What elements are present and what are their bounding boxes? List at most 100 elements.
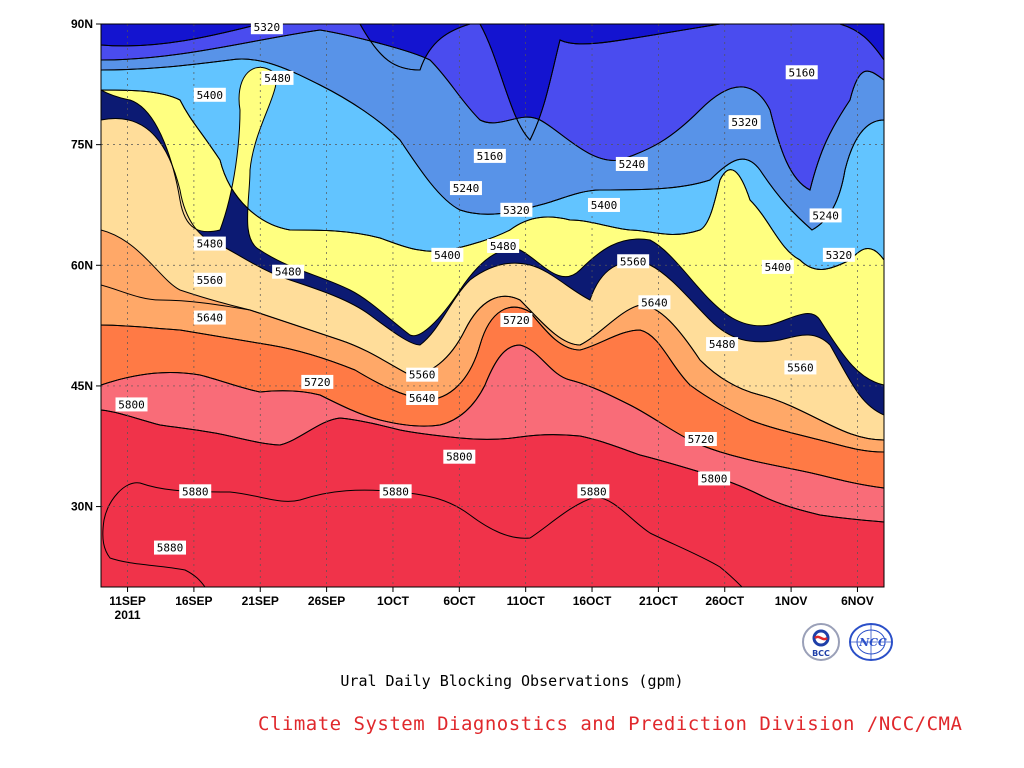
band-5720 bbox=[101, 307, 884, 488]
contour-label-text: 5240 bbox=[453, 182, 480, 195]
contour-label-bg bbox=[431, 247, 464, 262]
contour-label: 5640 bbox=[638, 295, 671, 310]
contour-label-text: 5640 bbox=[641, 296, 668, 309]
contour-label-text: 5880 bbox=[157, 542, 184, 555]
contour-label-bg bbox=[193, 236, 226, 251]
plot-frame bbox=[100, 23, 885, 588]
contour-label: 5480 bbox=[193, 236, 226, 251]
contour-label: 5320 bbox=[500, 202, 533, 217]
contour-label: 5320 bbox=[822, 247, 855, 262]
contour-label-text: 5240 bbox=[619, 158, 646, 171]
contour-label-text: 5480 bbox=[709, 338, 736, 351]
contour-label-bg bbox=[193, 272, 226, 287]
contour-label-bg bbox=[115, 397, 148, 412]
bcc-logo-text: BCC bbox=[812, 649, 830, 658]
contour-label: 5320 bbox=[250, 20, 283, 35]
contour-label-text: 5240 bbox=[812, 209, 839, 222]
contour-label-bg bbox=[638, 295, 671, 310]
contour-label-bg bbox=[761, 259, 794, 274]
contour-label: 5640 bbox=[406, 390, 439, 405]
contour-label-bg bbox=[728, 115, 761, 130]
x-tick-label: 21SEP bbox=[242, 594, 279, 608]
band-5240 bbox=[101, 24, 884, 190]
contour-label-text: 5320 bbox=[503, 204, 530, 217]
contour-label-bg bbox=[443, 449, 476, 464]
contour-label: 5480 bbox=[272, 264, 305, 279]
contour-label: 5480 bbox=[706, 337, 739, 352]
contour-label: 5720 bbox=[301, 374, 334, 389]
contour-label-text: 5480 bbox=[197, 238, 224, 251]
contour-label-text: 5320 bbox=[826, 249, 853, 262]
chart-caption: Ural Daily Blocking Observations (gpm) bbox=[340, 672, 684, 690]
x-tick-label: 11SEP bbox=[109, 594, 146, 608]
contour-label-text: 5320 bbox=[254, 21, 281, 34]
contour-label: 5880 bbox=[577, 484, 610, 499]
contour-label-text: 5400 bbox=[434, 249, 461, 262]
contour-label-bg bbox=[500, 312, 533, 327]
contour-label: 5240 bbox=[449, 181, 482, 196]
contour-label-text: 5640 bbox=[197, 312, 224, 325]
contour-label: 5320 bbox=[728, 115, 761, 130]
band-5320 bbox=[101, 30, 884, 230]
y-tick-label: 90N bbox=[71, 17, 93, 31]
ncc-logo-text: NCC bbox=[858, 636, 887, 649]
contour-label-bg bbox=[500, 202, 533, 217]
contour-label-bg bbox=[785, 65, 818, 80]
contour-label-text: 5880 bbox=[580, 485, 607, 498]
x-tick-label: 16OCT bbox=[573, 594, 612, 608]
contour-label-text: 5560 bbox=[409, 369, 436, 382]
contour-label: 5240 bbox=[615, 156, 648, 171]
y-axis-ticks: 30N 45N 60N 75N 90N bbox=[71, 17, 101, 514]
contour-label-bg bbox=[193, 310, 226, 325]
contour-label-text: 5480 bbox=[264, 72, 291, 85]
bcc-logo: BCC bbox=[802, 623, 840, 661]
contour-label-text: 5160 bbox=[477, 150, 504, 163]
x-axis-ticks: 11SEP 16SEP 21SEP 26SEP 1OCT 6OCT 11OCT 16OCT 21… bbox=[109, 587, 874, 622]
contour-label: 5880 bbox=[154, 540, 187, 555]
contour-label-bg bbox=[154, 540, 187, 555]
band-5160 bbox=[101, 24, 884, 140]
contour-label-bg bbox=[473, 148, 506, 163]
contour-label-bg bbox=[449, 181, 482, 196]
x-tick-label: 21OCT bbox=[639, 594, 678, 608]
contour-label-bg bbox=[587, 197, 620, 212]
contour-label-text: 5320 bbox=[731, 116, 758, 129]
x-tick-label: 26SEP bbox=[308, 594, 345, 608]
contour-label: 5720 bbox=[500, 312, 533, 327]
contour-label-bg bbox=[706, 337, 739, 352]
contour-label-text: 5800 bbox=[118, 398, 145, 411]
contour-label-text: 5480 bbox=[490, 240, 517, 253]
contour-label-bg bbox=[193, 87, 226, 102]
contour-label-text: 5720 bbox=[304, 376, 331, 389]
contour-label-text: 5560 bbox=[620, 255, 647, 268]
contour-label-text: 5720 bbox=[503, 314, 530, 327]
ncc-logo: NCC bbox=[849, 623, 893, 661]
contour-label-bg bbox=[406, 367, 439, 382]
x-tick-label: 1OCT bbox=[377, 594, 410, 608]
contour-label: 5480 bbox=[261, 70, 294, 85]
contour-label-bg bbox=[615, 156, 648, 171]
x-tick-label: 16SEP bbox=[175, 594, 212, 608]
contour-label-bg bbox=[301, 374, 334, 389]
contour-label: 5400 bbox=[761, 259, 794, 274]
contour-line bbox=[102, 482, 743, 587]
contour-label-text: 5720 bbox=[688, 433, 715, 446]
contour-label-bg bbox=[809, 208, 842, 223]
contour-label-bg bbox=[617, 254, 650, 269]
x-tick-label: 1NOV bbox=[775, 594, 808, 608]
contour-fills bbox=[101, 24, 884, 587]
y-tick-label: 75N bbox=[71, 138, 93, 152]
contour-label-text: 5880 bbox=[382, 485, 409, 498]
contour-label: 5560 bbox=[617, 254, 650, 269]
band-5400 bbox=[101, 59, 884, 270]
contour-label-bg bbox=[272, 264, 305, 279]
contour-label: 5240 bbox=[809, 208, 842, 223]
contour-label: 5800 bbox=[443, 449, 476, 464]
x-tick-label: 6NOV bbox=[841, 594, 874, 608]
contour-label: 5800 bbox=[115, 397, 148, 412]
band-5960 bbox=[102, 482, 743, 587]
band-5640 bbox=[101, 230, 884, 452]
x-tick-label: 26OCT bbox=[705, 594, 744, 608]
contour-line bbox=[101, 409, 884, 587]
